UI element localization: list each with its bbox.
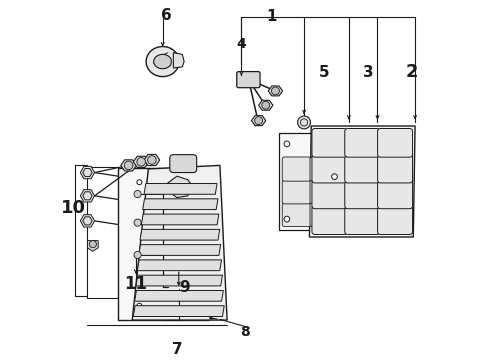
Circle shape <box>332 174 338 180</box>
Polygon shape <box>268 86 283 96</box>
FancyBboxPatch shape <box>312 129 347 157</box>
FancyBboxPatch shape <box>345 206 380 234</box>
Text: 10: 10 <box>61 199 86 217</box>
Polygon shape <box>173 53 184 68</box>
Circle shape <box>124 161 133 170</box>
Circle shape <box>284 141 290 147</box>
Polygon shape <box>87 240 98 251</box>
Polygon shape <box>144 154 160 166</box>
Text: 5: 5 <box>318 65 329 80</box>
Circle shape <box>271 87 279 95</box>
Polygon shape <box>144 184 217 194</box>
Polygon shape <box>118 168 209 320</box>
Text: 6: 6 <box>161 8 171 23</box>
Text: 11: 11 <box>124 275 147 293</box>
FancyBboxPatch shape <box>345 180 380 209</box>
FancyBboxPatch shape <box>282 157 311 181</box>
FancyBboxPatch shape <box>170 155 196 172</box>
Polygon shape <box>137 260 221 271</box>
Polygon shape <box>259 100 273 110</box>
Polygon shape <box>140 229 220 240</box>
Circle shape <box>255 117 263 125</box>
FancyBboxPatch shape <box>312 180 347 209</box>
Circle shape <box>137 158 146 166</box>
FancyBboxPatch shape <box>282 180 311 204</box>
FancyBboxPatch shape <box>378 154 413 183</box>
FancyBboxPatch shape <box>310 157 339 181</box>
Polygon shape <box>154 54 171 69</box>
Circle shape <box>176 296 181 301</box>
Circle shape <box>297 116 311 129</box>
Polygon shape <box>146 46 179 77</box>
Circle shape <box>134 219 141 226</box>
Circle shape <box>134 190 141 198</box>
Polygon shape <box>80 190 95 202</box>
Polygon shape <box>279 133 342 230</box>
Circle shape <box>137 180 142 185</box>
FancyBboxPatch shape <box>237 72 260 88</box>
FancyBboxPatch shape <box>345 154 380 183</box>
Text: 9: 9 <box>179 280 190 294</box>
FancyBboxPatch shape <box>378 129 413 157</box>
Circle shape <box>134 251 141 258</box>
Polygon shape <box>132 165 227 320</box>
FancyBboxPatch shape <box>310 180 339 204</box>
Polygon shape <box>133 156 149 167</box>
FancyBboxPatch shape <box>282 202 311 226</box>
FancyBboxPatch shape <box>310 202 339 226</box>
Polygon shape <box>310 126 415 237</box>
Text: 3: 3 <box>363 65 374 80</box>
FancyBboxPatch shape <box>345 129 380 157</box>
Polygon shape <box>80 166 95 179</box>
Circle shape <box>176 187 181 192</box>
Polygon shape <box>139 245 220 255</box>
Polygon shape <box>133 306 224 316</box>
Polygon shape <box>143 199 218 210</box>
FancyBboxPatch shape <box>378 180 413 209</box>
Circle shape <box>262 101 270 109</box>
Polygon shape <box>141 214 219 225</box>
Text: 1: 1 <box>267 9 277 24</box>
Polygon shape <box>121 160 137 171</box>
Circle shape <box>137 303 142 308</box>
Polygon shape <box>135 291 223 301</box>
Text: 8: 8 <box>240 325 250 339</box>
FancyBboxPatch shape <box>312 154 347 183</box>
Circle shape <box>89 240 97 248</box>
Polygon shape <box>80 215 95 227</box>
Text: 7: 7 <box>172 342 182 357</box>
Polygon shape <box>163 176 193 198</box>
Polygon shape <box>251 116 266 126</box>
Text: 4: 4 <box>237 37 246 51</box>
Circle shape <box>284 216 290 222</box>
FancyBboxPatch shape <box>312 206 347 234</box>
FancyBboxPatch shape <box>378 206 413 234</box>
Polygon shape <box>136 275 222 286</box>
Text: 2: 2 <box>405 63 418 81</box>
Circle shape <box>147 156 156 164</box>
